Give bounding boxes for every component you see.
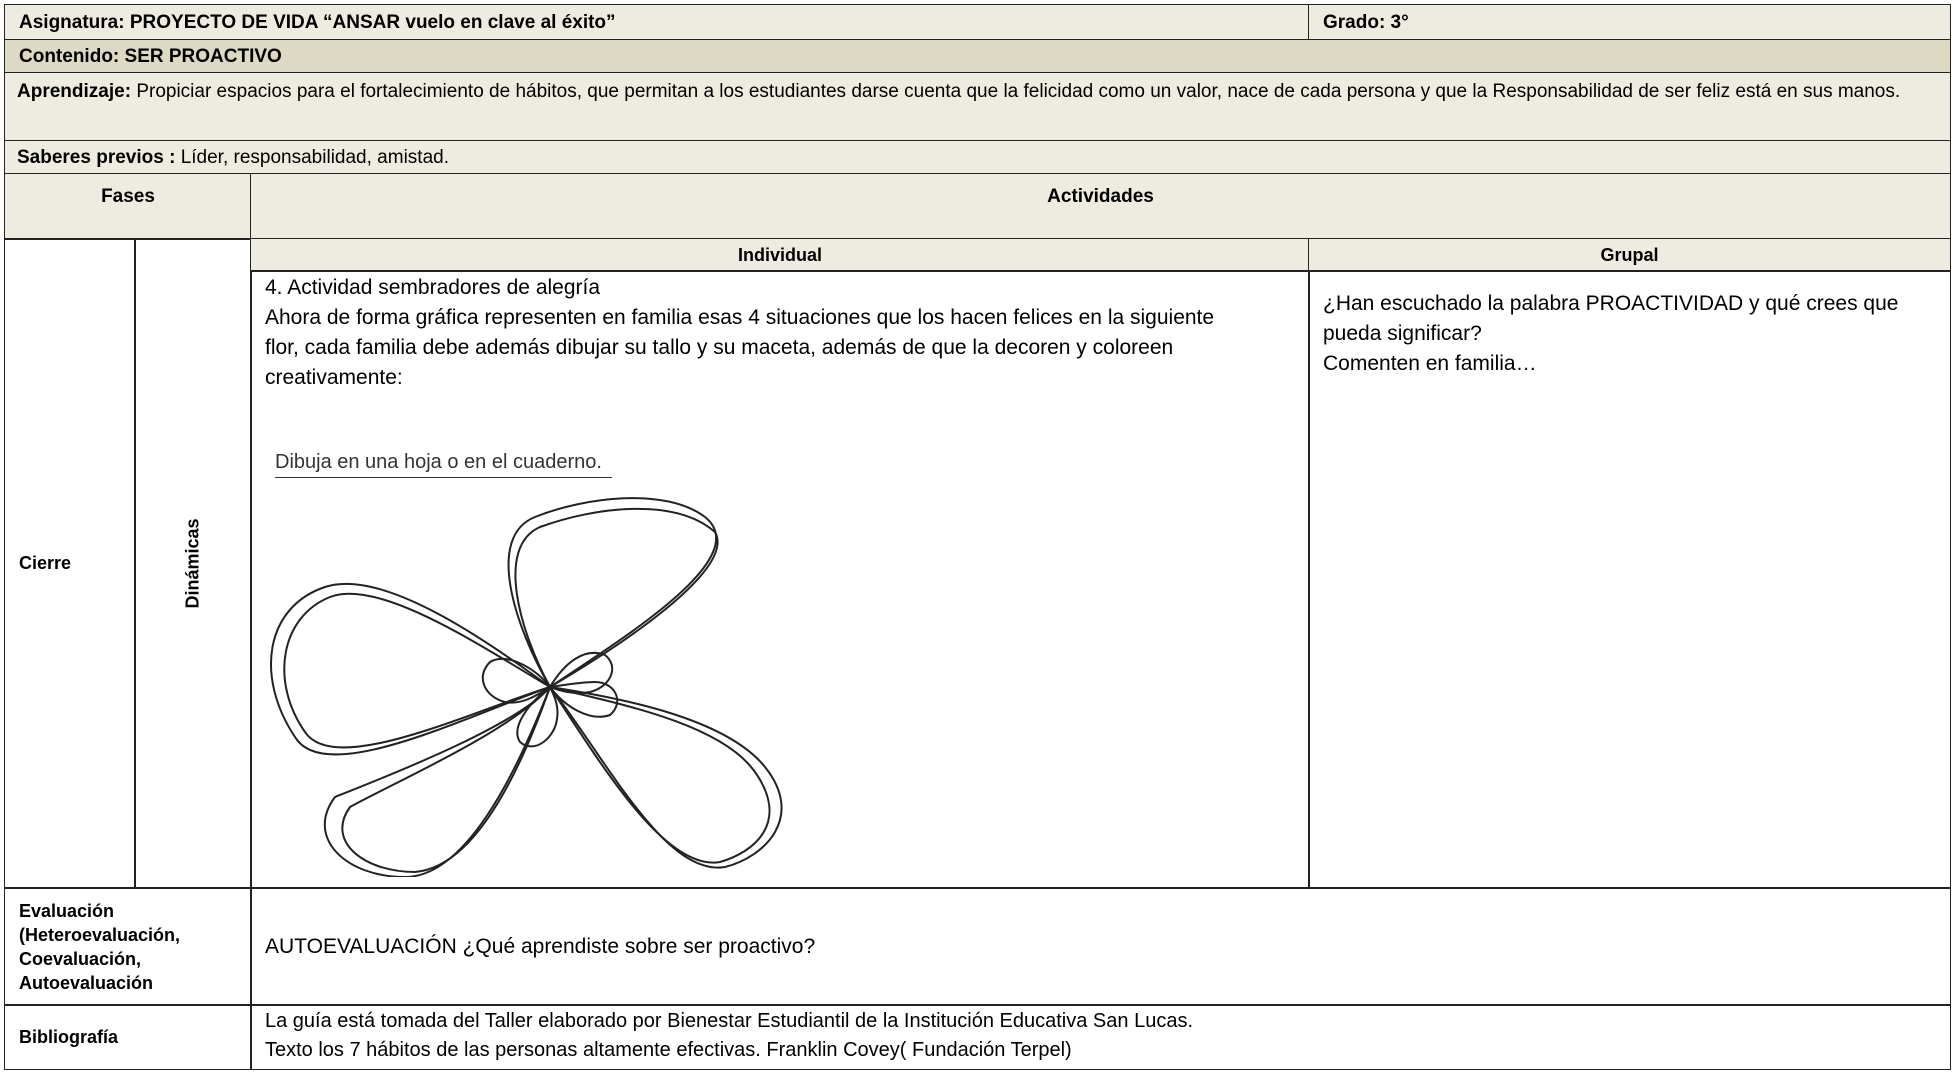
individual-title: 4. Actividad sembradores de alegría	[265, 276, 601, 299]
content-cell: Contenido: SER PROACTIVO	[4, 39, 1951, 74]
content: Contenido: SER PROACTIVO	[19, 46, 282, 67]
individual-text: Ahora de forma gráfica representen en fa…	[265, 306, 1215, 389]
bibliography-line: Texto los 7 hábitos de las personas alta…	[265, 1039, 1072, 1061]
evaluation-text: AUTOEVALUACIÓN ¿Qué aprendiste sobre ser…	[265, 935, 816, 958]
evaluation-cell: AUTOEVALUACIÓN ¿Qué aprendiste sobre ser…	[250, 887, 1951, 1006]
prior-label: Saberes previos :	[17, 147, 176, 168]
learning-cell: Aprendizaje: Propiciar espacios para el …	[4, 72, 1951, 142]
bibliography-line: La guía está tomada del Taller elaborado…	[265, 1010, 1193, 1032]
learning-text: Propiciar espacios para el fortalecimien…	[136, 81, 1901, 102]
grade-cell: Grado: 3°	[1308, 4, 1951, 41]
phase-name: Cierre	[19, 553, 72, 573]
phase-cell: Cierre	[4, 238, 136, 889]
phase-type: Dinámicas	[182, 518, 203, 609]
subject: Asignatura: PROYECTO DE VIDA “ANSAR vuel…	[19, 12, 616, 33]
phases-header: Fases	[4, 173, 252, 240]
activities-header: Actividades	[250, 173, 1951, 240]
group-note: Comenten en familia…	[1323, 352, 1537, 375]
individual-header: Individual	[250, 238, 1310, 272]
individual-cell: 4. Actividad sembradores de alegría Ahor…	[250, 270, 1310, 889]
group-label: Grupal	[1600, 244, 1659, 265]
evaluation-label: Evaluación (Heteroevaluación, Coevaluaci…	[19, 900, 181, 993]
learning-label: Aprendizaje:	[17, 81, 132, 102]
phase-type-cell: Dinámicas	[134, 238, 252, 889]
bibliography-label: Bibliografía	[19, 1026, 119, 1047]
bibliography-cell: La guía está tomada del Taller elaborado…	[250, 1004, 1951, 1070]
group-cell: ¿Han escuchado la palabra PROACTIVIDAD y…	[1308, 270, 1951, 889]
flower-drawing	[270, 497, 783, 877]
subject-cell: Asignatura: PROYECTO DE VIDA “ANSAR vuel…	[4, 4, 1310, 41]
group-header: Grupal	[1308, 238, 1951, 272]
group-question: ¿Han escuchado la palabra PROACTIVIDAD y…	[1323, 292, 1899, 345]
prior-text: Líder, responsabilidad, amistad.	[180, 147, 449, 168]
grade: Grado: 3°	[1323, 12, 1409, 33]
prior-cell: Saberes previos : Líder, responsabilidad…	[4, 140, 1951, 175]
individual-label: Individual	[737, 244, 822, 265]
bibliography-label-cell: Bibliografía	[4, 1004, 252, 1070]
activities-label: Actividades	[1047, 186, 1154, 207]
image-caption: Dibuja en una hoja o en el cuaderno.	[275, 447, 612, 478]
evaluation-label-cell: Evaluación (Heteroevaluación, Coevaluaci…	[4, 887, 252, 1006]
phases-label: Fases	[101, 186, 155, 207]
